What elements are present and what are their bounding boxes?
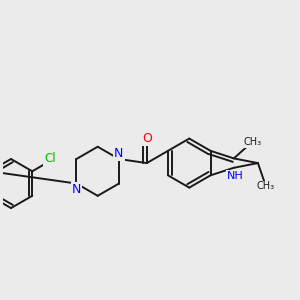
Text: CH₃: CH₃ (257, 181, 275, 191)
Text: Cl: Cl (44, 152, 56, 166)
Text: N: N (114, 147, 124, 160)
Text: NH: NH (227, 171, 244, 181)
Text: O: O (142, 132, 152, 145)
Text: CH₃: CH₃ (243, 137, 261, 147)
Text: N: N (72, 183, 81, 196)
